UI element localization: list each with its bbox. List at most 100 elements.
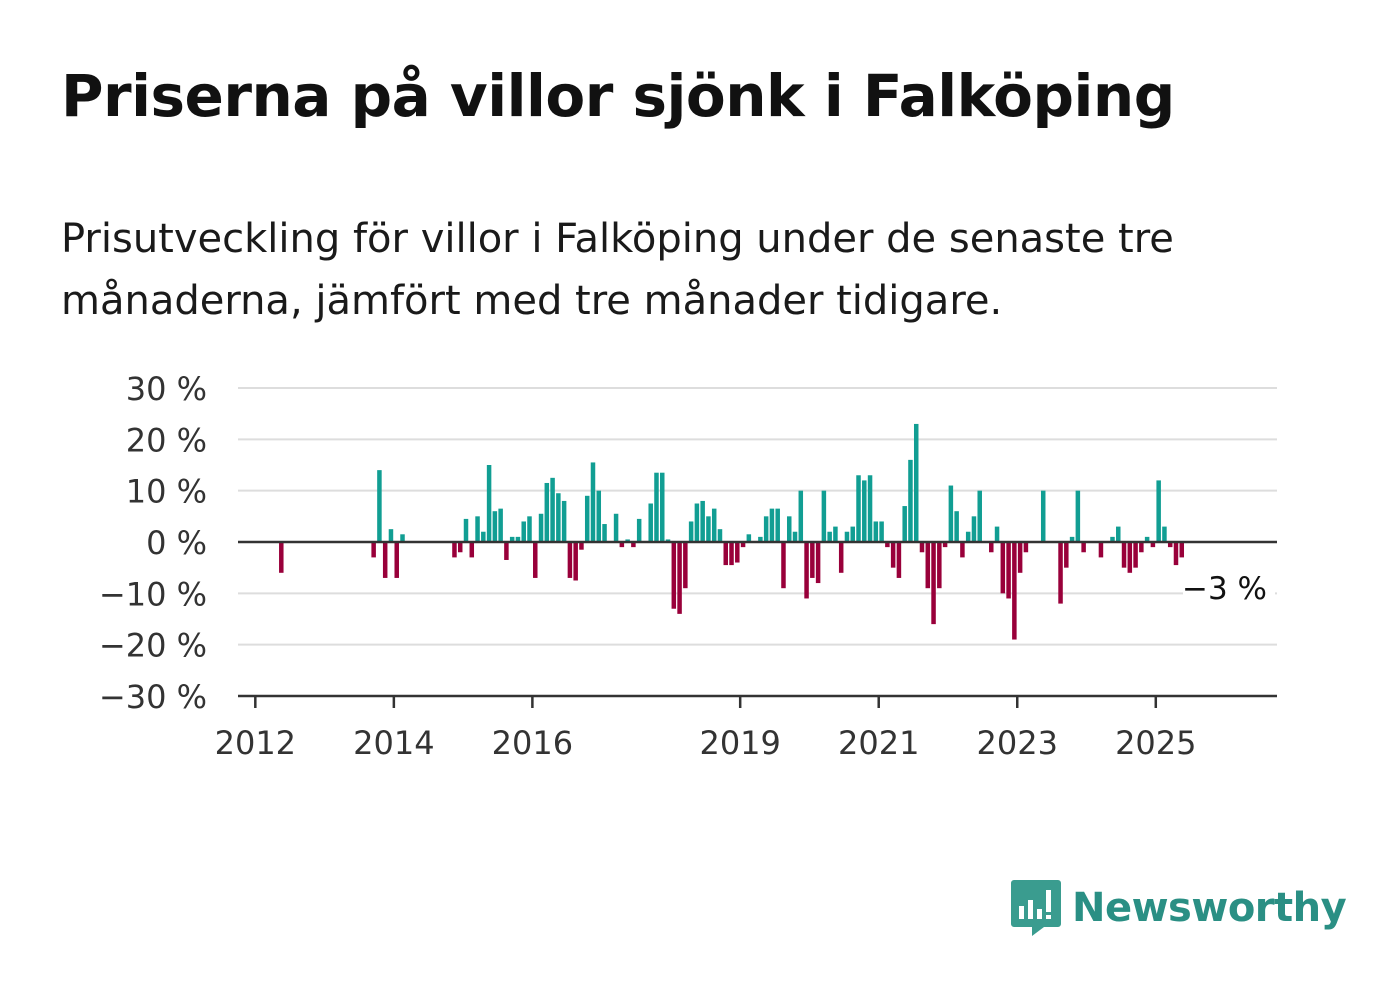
bar: [879, 521, 884, 542]
last-value-label: −3 %: [1182, 571, 1267, 607]
bar: [1058, 542, 1063, 604]
bar: [683, 542, 688, 589]
bar: [873, 521, 879, 542]
bar: [648, 503, 653, 542]
bar: [556, 493, 561, 542]
bars: [279, 423, 1185, 640]
bar: [492, 511, 498, 542]
bar: [763, 516, 769, 542]
bar: [1179, 542, 1185, 558]
bar: [550, 477, 555, 542]
bar: [711, 508, 717, 542]
bar: [388, 529, 394, 542]
bar: [850, 526, 855, 542]
bar: [838, 542, 844, 573]
bar: [619, 542, 625, 548]
bar: [481, 531, 486, 542]
bar: [371, 542, 376, 558]
bar: [394, 542, 399, 578]
bar: [931, 542, 936, 625]
bar: [1040, 490, 1046, 542]
bar: [573, 542, 578, 581]
bar: [688, 521, 694, 542]
bar: [994, 526, 1000, 542]
bar: [504, 542, 509, 560]
annotations: −3 %: [1182, 566, 1275, 609]
x-tick-label: 2019: [699, 724, 780, 762]
bar: [1162, 526, 1167, 542]
bar: [885, 542, 890, 548]
bar: [954, 511, 959, 542]
y-axis-labels: 30 % 20 % 10 % 0 % −10 % −20 % −30 %: [99, 370, 207, 716]
bar: [1144, 536, 1150, 542]
brand-name: Newsworthy: [1072, 885, 1347, 931]
bar: [1121, 542, 1127, 568]
bar: [486, 465, 492, 542]
bar: [382, 542, 388, 578]
newsworthy-logo: Newsworthy: [1010, 878, 1347, 938]
bar: [665, 539, 671, 542]
bar: [1150, 542, 1156, 548]
newsworthy-logo-icon: [1011, 880, 1061, 936]
bar: [457, 542, 463, 553]
bar: [989, 542, 994, 553]
bar: [1116, 526, 1121, 542]
bar: [694, 503, 700, 542]
last-value-label-background: [1183, 566, 1275, 609]
axes: [238, 540, 1277, 708]
bar: [452, 542, 457, 558]
bar: [735, 542, 740, 563]
bar: [821, 490, 827, 542]
bar: [377, 470, 382, 542]
bar: [1069, 536, 1075, 542]
bar: [1156, 480, 1161, 542]
bar: [561, 500, 567, 542]
bar: [913, 423, 919, 542]
bar: [671, 542, 677, 609]
bar: [579, 542, 584, 550]
bar: [804, 542, 809, 599]
chart-title: Priserna på villor sjönk i Falköping: [61, 62, 1175, 130]
bar: [810, 542, 815, 578]
bar: [677, 542, 682, 614]
bar: [960, 542, 965, 558]
bar: [706, 516, 711, 542]
bar: [567, 542, 573, 578]
bar: [654, 472, 659, 542]
x-axis-labels: 2012 2014 2016 2019 2021 2023 2025: [215, 724, 1197, 762]
gridlines: [238, 387, 1277, 646]
bar: [538, 513, 544, 542]
bar: [1012, 542, 1017, 640]
bar: [925, 542, 931, 589]
bar: [965, 531, 971, 542]
x-tick-label: 2023: [977, 724, 1058, 762]
bar: [740, 542, 746, 548]
bar: [729, 542, 734, 566]
bar: [602, 524, 607, 542]
bar: [636, 518, 642, 542]
bar: [937, 542, 942, 589]
bar: [1006, 542, 1011, 599]
bar: [833, 526, 838, 542]
bar: [769, 508, 775, 542]
bar: [498, 508, 503, 542]
x-tick-label: 2021: [838, 724, 919, 762]
bar: [527, 516, 532, 542]
bar: [781, 542, 786, 589]
bar: [1075, 490, 1081, 542]
bar: [890, 542, 896, 568]
bar: [942, 542, 948, 548]
bar: [613, 513, 619, 542]
bar: [400, 534, 405, 542]
bar: [827, 531, 832, 542]
bar: [590, 462, 596, 542]
bar: [862, 480, 867, 542]
bar: [723, 542, 729, 566]
bar: [1017, 542, 1023, 573]
bar: [1081, 542, 1086, 553]
bar: [1000, 542, 1006, 594]
bar: [596, 490, 602, 542]
bar: [544, 482, 550, 542]
bar: [469, 542, 475, 558]
bar: [717, 529, 723, 542]
